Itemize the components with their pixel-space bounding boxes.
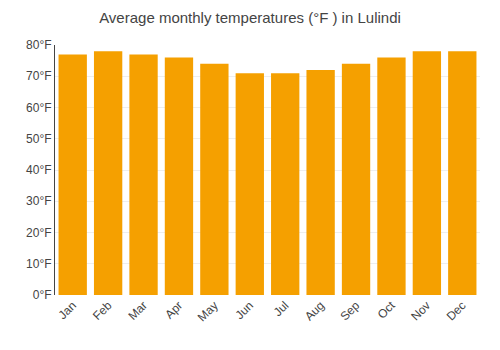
svg-text:30°F: 30°F [26, 194, 51, 208]
svg-text:40°F: 40°F [26, 163, 51, 177]
svg-text:50°F: 50°F [26, 132, 51, 146]
svg-text:Nov: Nov [408, 298, 433, 323]
svg-text:70°F: 70°F [26, 69, 51, 83]
svg-text:60°F: 60°F [26, 101, 51, 115]
svg-text:Jul: Jul [271, 298, 292, 319]
svg-text:Jan: Jan [55, 298, 79, 322]
svg-text:Average monthly temperatures (: Average monthly temperatures (°F ) in Lu… [99, 9, 401, 26]
svg-text:10°F: 10°F [26, 257, 51, 271]
svg-text:Apr: Apr [162, 298, 185, 321]
svg-text:Sep: Sep [337, 298, 362, 323]
svg-text:Aug: Aug [302, 298, 327, 323]
svg-text:Dec: Dec [444, 298, 469, 323]
svg-text:Jun: Jun [233, 298, 257, 322]
svg-text:80°F: 80°F [26, 38, 51, 52]
svg-text:Mar: Mar [125, 298, 150, 323]
svg-text:Feb: Feb [90, 298, 115, 323]
svg-text:Oct: Oct [375, 298, 399, 322]
svg-text:May: May [195, 298, 221, 324]
svg-text:0°F: 0°F [33, 288, 52, 302]
svg-text:20°F: 20°F [26, 226, 51, 240]
